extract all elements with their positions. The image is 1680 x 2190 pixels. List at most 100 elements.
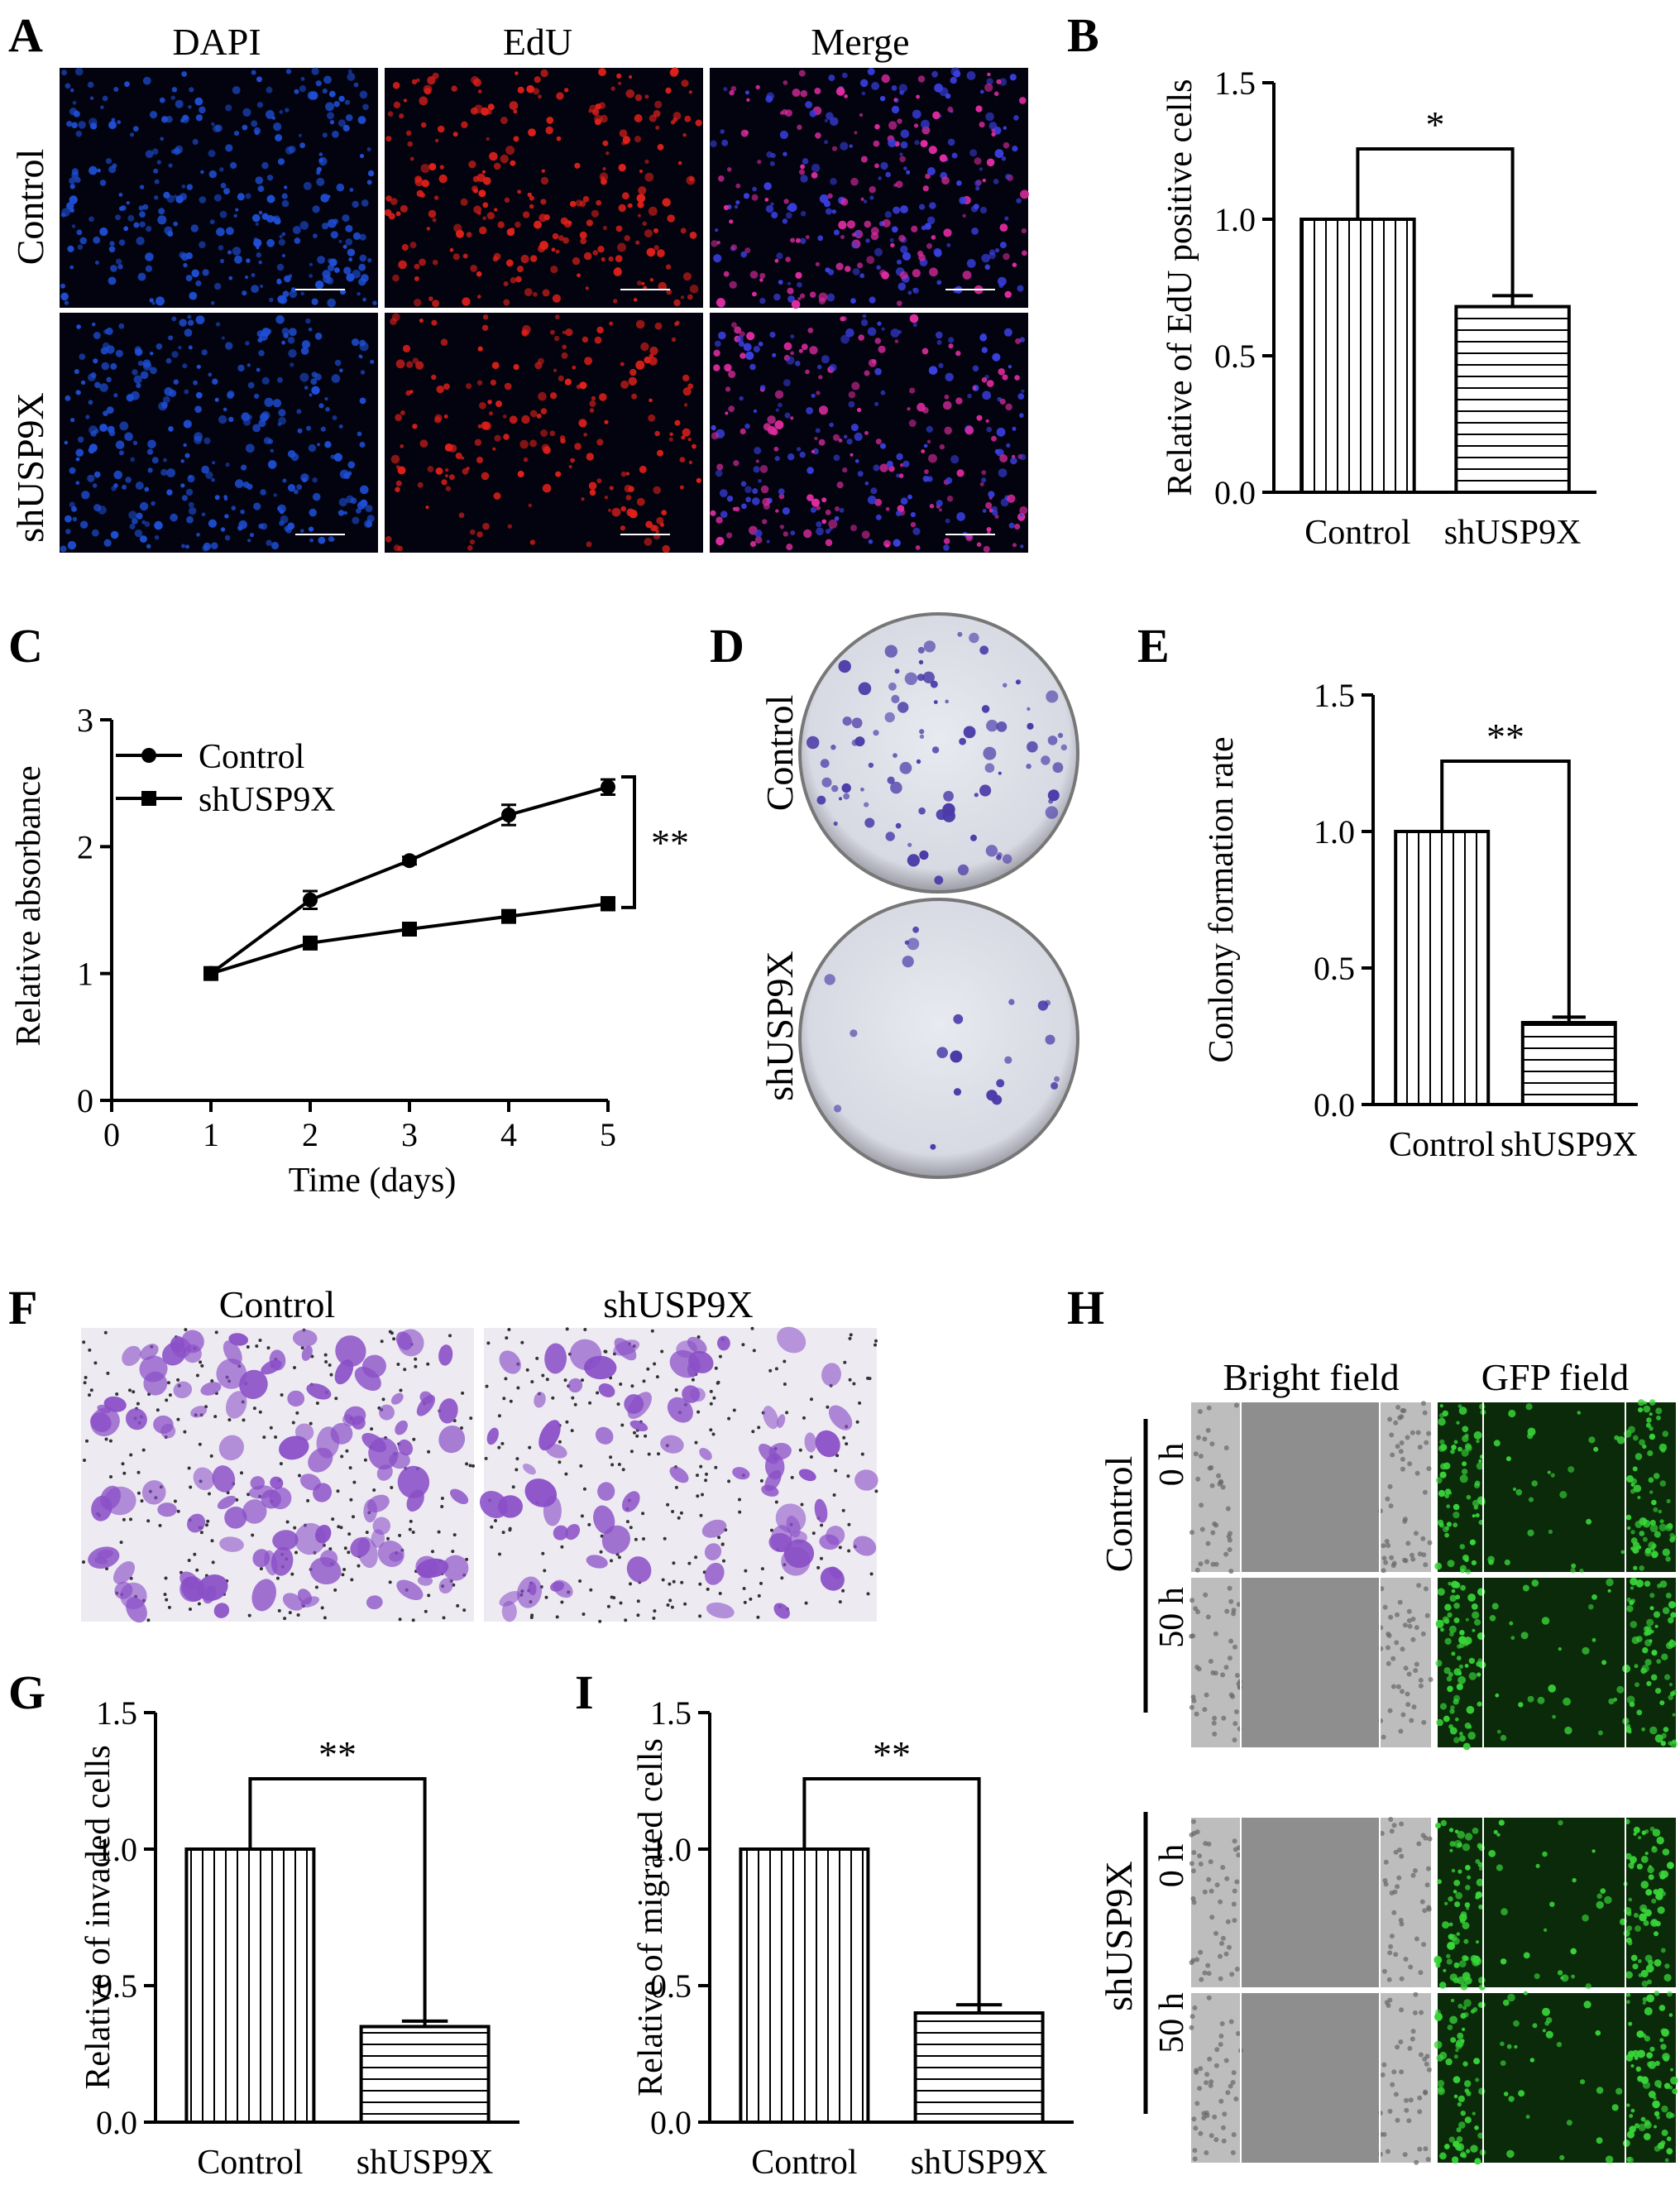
cell-nucleus: [287, 484, 296, 492]
cell-nucleus: [741, 503, 747, 510]
cell-nucleus: [811, 163, 821, 173]
cell-nucleus: [928, 366, 938, 376]
membrane-pore: [756, 1615, 760, 1619]
gfp-cell: [1518, 1702, 1524, 1708]
invaded-cell: [395, 1420, 408, 1435]
bar: [359, 2025, 491, 2124]
cell-nucleus: [302, 477, 308, 483]
cell: [1218, 1976, 1223, 1982]
cell-nucleus: [466, 467, 470, 471]
cell-nucleus: [391, 313, 400, 322]
membrane-pore: [820, 1556, 823, 1560]
gfp-cell: [1520, 1632, 1529, 1640]
cell-nucleus: [486, 109, 492, 115]
invaded-cell: [173, 1381, 193, 1399]
cell-nucleus: [537, 357, 544, 365]
membrane-pore: [744, 1569, 748, 1573]
invaded-cell: [443, 1555, 469, 1581]
cell-nucleus: [322, 88, 328, 94]
cell-nucleus: [719, 489, 728, 497]
cell-nucleus: [138, 205, 144, 211]
membrane-pore: [296, 1613, 300, 1617]
invaded-cell: [239, 1369, 268, 1400]
cell-nucleus: [385, 535, 392, 543]
cell-nucleus: [502, 415, 507, 419]
cell-nucleus: [826, 293, 835, 302]
cell-nucleus: [196, 364, 201, 369]
cell-nucleus: [586, 541, 592, 548]
colony: [864, 817, 875, 828]
cell-nucleus: [910, 511, 916, 518]
membrane-pore: [652, 1616, 656, 1620]
cell-nucleus: [971, 228, 979, 235]
gfp-cell: [1593, 1446, 1599, 1452]
cell-nucleus: [419, 319, 424, 323]
cell-nucleus: [991, 435, 997, 442]
colony: [1057, 732, 1064, 739]
gfp-cell: [1478, 1459, 1482, 1464]
cell: [1418, 1677, 1424, 1683]
invaded-cell: [187, 1513, 206, 1533]
cell-nucleus: [210, 542, 218, 549]
cell-nucleus: [432, 259, 438, 266]
gfp-cell: [1635, 1521, 1643, 1528]
cell-nucleus: [898, 234, 906, 242]
gfp-cell: [1438, 1489, 1446, 1498]
cell-nucleus: [731, 322, 737, 328]
cell-nucleus: [556, 92, 564, 100]
gfp-cell: [1662, 2053, 1670, 2061]
membrane-pore: [109, 1475, 112, 1478]
gfp-cell: [1585, 1983, 1591, 1990]
membrane-pore: [341, 1573, 345, 1577]
membrane-pore: [670, 1605, 674, 1609]
cell-nucleus: [900, 141, 908, 149]
significance-bracket: [621, 775, 636, 909]
cell-nucleus: [282, 290, 290, 298]
cell-nucleus: [938, 508, 942, 512]
cell-nucleus: [1003, 141, 1010, 149]
cell-nucleus: [608, 256, 614, 262]
cell-nucleus: [1020, 544, 1024, 549]
cell-nucleus: [113, 87, 119, 92]
cell-nucleus: [797, 297, 802, 301]
cell: [1412, 1868, 1418, 1873]
cell-nucleus: [288, 349, 297, 358]
membrane-pore: [93, 1361, 98, 1365]
membrane-pore: [456, 1603, 460, 1608]
gfp-cell: [1635, 1925, 1641, 1932]
gfp-cell: [1633, 1826, 1640, 1833]
cell-nucleus: [626, 508, 634, 517]
colony: [981, 705, 990, 713]
colony: [912, 926, 919, 933]
cell-nucleus: [233, 213, 237, 218]
cell-nucleus: [510, 277, 517, 284]
cell-nucleus: [60, 283, 65, 289]
cell-nucleus: [830, 178, 837, 185]
cell-nucleus: [743, 193, 750, 199]
cell-nucleus: [762, 497, 771, 506]
cell-nucleus: [840, 334, 850, 344]
gfp-cell: [1462, 2027, 1466, 2031]
cell-nucleus: [617, 242, 626, 252]
membrane-pore: [529, 1616, 534, 1619]
gfp-cell: [1468, 1672, 1477, 1680]
gfp-field-image: [1434, 1818, 1676, 1991]
gfp-cell: [1502, 1999, 1510, 2006]
membrane-pore: [398, 1617, 402, 1622]
cell-nucleus: [61, 208, 70, 217]
cell: [1381, 2131, 1387, 2137]
cell-nucleus: [79, 520, 89, 529]
cell-nucleus: [69, 184, 75, 189]
gfp-cell: [1662, 1848, 1670, 1856]
membrane-pore: [811, 1531, 816, 1536]
cell-nucleus: [282, 478, 287, 483]
cell-nucleus: [955, 350, 961, 357]
invaded-cell: [669, 1466, 689, 1483]
cell-nucleus: [819, 405, 828, 415]
membrane-pore: [437, 1530, 441, 1534]
membrane-pore: [427, 1593, 431, 1598]
colony: [986, 1090, 998, 1101]
cell: [1413, 1668, 1419, 1674]
membrane-pore: [323, 1616, 327, 1620]
membrane-pore: [581, 1378, 584, 1383]
